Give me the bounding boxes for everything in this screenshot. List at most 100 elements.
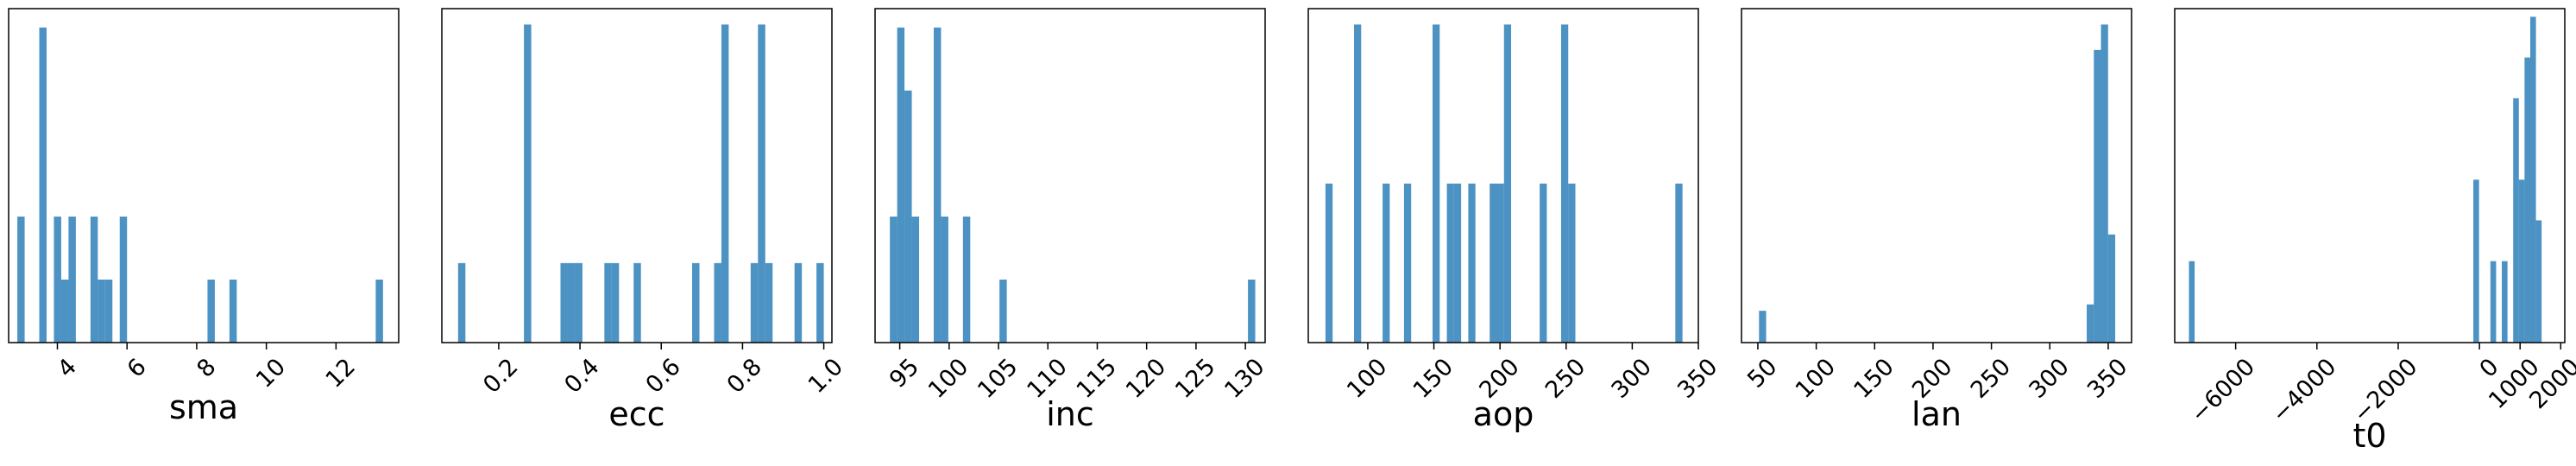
x-tick-label: 1.0 [803,354,848,399]
histogram-bar [17,216,25,343]
histogram-bar [90,216,98,343]
axes-frame [8,8,400,343]
histogram-bar [207,279,215,343]
histogram-bar [933,27,942,343]
x-tick-label: 0.4 [559,354,604,399]
histogram-bar [1496,183,1504,343]
histogram-bar [1354,24,1362,343]
x-tick-label: 6 [123,354,152,383]
histogram-bar [1403,183,1412,343]
histogram-bar [104,279,113,343]
histogram-bar [98,279,105,343]
x-tick-label: −4000 [2267,354,2342,429]
histogram-bar [941,216,948,343]
histogram-bar [999,279,1007,343]
histogram-bar [714,262,721,343]
histogram-bar [567,262,576,343]
histogram-bar [2490,261,2497,343]
x-tick-label: 100 [1791,354,1841,404]
histogram-bar [1560,24,1569,343]
histogram-bar [2529,16,2536,343]
histogram-bar [2094,49,2101,343]
histogram-bar [2107,234,2116,343]
x-axis-label: inc [1046,395,1094,433]
histogram-bar [54,216,61,343]
x-tick-label: 4 [53,354,82,383]
x-axis-label: lan [1912,395,1962,433]
histogram-bar [1759,311,1767,343]
x-tick-label: 350 [1672,354,1723,404]
histogram-bar [229,279,237,343]
histogram-bar [2100,24,2108,343]
x-tick-label: 105 [973,354,1023,404]
x-tick-label: 0.8 [722,354,767,399]
x-tick-label: 300 [1607,354,1657,404]
histogram-bar [60,279,69,343]
histogram-bar [1248,279,1256,343]
x-axis-label: sma [169,388,238,426]
x-tick-label: 250 [1540,354,1590,404]
histogram-bar [2189,261,2195,343]
histogram-bar [962,216,971,343]
histogram-bar [39,27,47,343]
panel-ecc: 0.2 0.4 0.6 0.8 1.0 ecc [441,8,848,433]
histogram-bar [758,24,765,343]
x-tick-label: −6000 [2186,354,2261,429]
x-axis-label: aop [1473,395,1534,433]
histogram-bar [2502,261,2508,343]
histogram-bar [890,216,898,343]
histogram-bar [2087,304,2094,343]
x-tick-label: 100 [1342,354,1392,404]
x-tick-label: 125 [1170,354,1220,404]
x-tick-label: 130 [1219,354,1269,404]
histogram-bar [2473,179,2479,343]
axes-frame [874,8,1266,343]
histogram-bar [119,216,128,343]
x-tick-label: 300 [2024,354,2074,404]
histogram-bar [1568,183,1576,343]
x-tick-label: 0.6 [641,354,686,399]
histogram-bar [750,262,759,343]
histogram-bar [2518,179,2525,343]
histogram-bar [1675,183,1683,343]
histogram-bar [2535,220,2542,343]
histogram-bar [633,262,641,343]
histogram-bar [457,262,466,343]
histogram-bar [1325,183,1333,343]
x-tick-label: 150 [1849,354,1899,404]
histogram-bar [1446,183,1454,343]
x-tick-label: 150 [1408,354,1458,404]
x-tick-label: 100 [923,354,973,404]
histogram-bar [911,216,920,343]
histogram-bar [816,262,824,343]
axes-frame [1741,8,2132,343]
x-tick-label: 250 [1966,354,2016,404]
histogram-bar [897,27,905,343]
x-tick-label: 350 [2082,354,2132,404]
histogram-bar [68,216,76,343]
histogram-bar [375,279,383,343]
histogram-bar [721,24,729,343]
histogram-bar [604,262,612,343]
x-axis-label: ecc [608,395,664,433]
histogram-bar [1433,24,1440,343]
histogram-bar [524,24,532,343]
axes-frame [1307,8,1699,343]
x-tick-label: 12 [321,354,361,394]
histogram-bar [2513,98,2519,343]
x-tick-label: 120 [1121,354,1171,404]
histogram-bar [692,262,700,343]
x-tick-label: 50 [1742,354,1782,394]
x-tick-label: 0.2 [478,354,523,399]
histogram-bar [2524,57,2530,343]
histogram-bar [1382,183,1390,343]
axes-frame [441,8,833,343]
x-tick-label: 8 [192,354,221,383]
histogram-bar [1540,183,1547,343]
axes-frame [2174,8,2566,343]
